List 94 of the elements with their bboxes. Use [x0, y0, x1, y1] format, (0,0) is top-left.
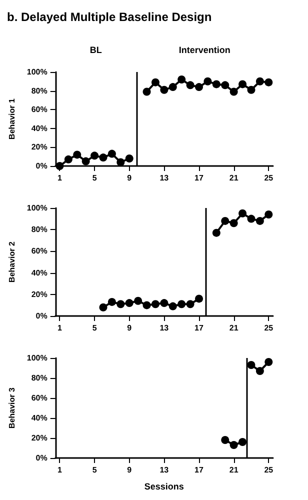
point	[247, 86, 256, 94]
y-tick-label: 60%	[31, 105, 48, 114]
point	[238, 438, 247, 446]
text: Intervention	[178, 45, 230, 55]
y-tick-label: 60%	[31, 394, 48, 402]
point	[99, 303, 108, 312]
y-tick-label: 80%	[31, 86, 48, 96]
point	[99, 154, 108, 162]
x-tick-label: 21	[229, 466, 239, 474]
x-tick-label: 5	[92, 466, 98, 474]
point	[230, 441, 238, 449]
x-tick-label: 21	[229, 324, 239, 332]
y-tick-label: 100%	[26, 204, 48, 212]
x-tick-label: 1	[57, 324, 62, 332]
point	[142, 301, 151, 310]
point	[238, 209, 247, 218]
point	[186, 81, 194, 90]
point	[186, 300, 194, 308]
point	[221, 216, 230, 225]
point	[142, 88, 151, 96]
x-tick-label: 5	[92, 324, 98, 332]
x-tick-label: 9	[127, 324, 132, 332]
point	[264, 78, 273, 86]
x-tick-label: 21	[229, 174, 239, 182]
point	[256, 367, 264, 375]
y-tick-label: 0%	[36, 454, 48, 462]
point	[160, 86, 168, 94]
point	[116, 158, 125, 166]
point	[178, 76, 186, 84]
point	[204, 77, 212, 86]
point	[151, 300, 160, 308]
point	[256, 77, 264, 86]
y-tick-label: 20%	[31, 290, 48, 299]
point	[151, 78, 160, 86]
y-tick-label: 100%	[26, 68, 48, 76]
point	[256, 216, 264, 225]
point	[108, 150, 116, 158]
point	[90, 152, 99, 160]
point	[247, 214, 256, 223]
point	[264, 358, 273, 366]
y-axis-title: Behavior 2	[8, 240, 16, 282]
x-tick-label: 25	[264, 174, 274, 182]
y-tick-label: 40%	[31, 124, 48, 133]
x-tick-label: 25	[264, 324, 274, 332]
point	[64, 155, 72, 164]
x-axis-title: Sessions	[144, 482, 184, 492]
point	[82, 157, 90, 166]
y-tick-label: 40%	[31, 414, 48, 422]
point	[238, 80, 247, 88]
point	[178, 300, 186, 308]
x-tick-label: 13	[160, 174, 170, 182]
point	[212, 80, 220, 88]
point	[221, 81, 230, 90]
point	[264, 210, 273, 218]
point	[247, 361, 256, 369]
point	[160, 299, 168, 308]
x-tick-label: 17	[194, 324, 204, 332]
x-tick-label: 1	[57, 466, 62, 474]
y-tick-label: 80%	[31, 374, 48, 382]
point	[125, 154, 134, 162]
point	[168, 302, 177, 310]
text: BL	[90, 45, 102, 55]
point	[221, 436, 230, 444]
x-tick-label: 13	[160, 324, 170, 332]
x-tick-label: 9	[127, 466, 132, 474]
point	[168, 83, 177, 92]
y-axis-title: Behavior 3	[8, 386, 16, 428]
y-tick-label: 80%	[31, 225, 48, 234]
point	[230, 219, 238, 228]
x-tick-label: 1	[57, 174, 62, 182]
x-tick-label: 9	[127, 174, 132, 182]
x-tick-label: 25	[264, 466, 274, 474]
y-tick-label: 20%	[31, 142, 48, 152]
point	[116, 300, 125, 308]
y-axis-title: Behavior 1	[8, 98, 16, 140]
y-tick-label: 0%	[36, 312, 48, 320]
chart-title: b. Delayed Multiple Baseline Design	[7, 10, 212, 24]
point	[134, 296, 142, 305]
x-tick-label: 17	[194, 174, 204, 182]
x-tick-label: 13	[160, 466, 170, 474]
x-tick-label: 5	[92, 174, 98, 182]
y-tick-label: 40%	[31, 268, 48, 278]
y-tick-label: 0%	[36, 162, 48, 170]
point	[73, 150, 82, 159]
point	[195, 294, 204, 303]
y-tick-label: 100%	[26, 354, 48, 362]
y-tick-label: 20%	[31, 434, 48, 442]
point	[212, 228, 220, 237]
point	[195, 83, 204, 92]
x-tick-label: 17	[194, 466, 204, 474]
y-tick-label: 60%	[31, 246, 48, 256]
point	[125, 299, 134, 308]
point	[108, 298, 116, 306]
point	[230, 88, 238, 96]
